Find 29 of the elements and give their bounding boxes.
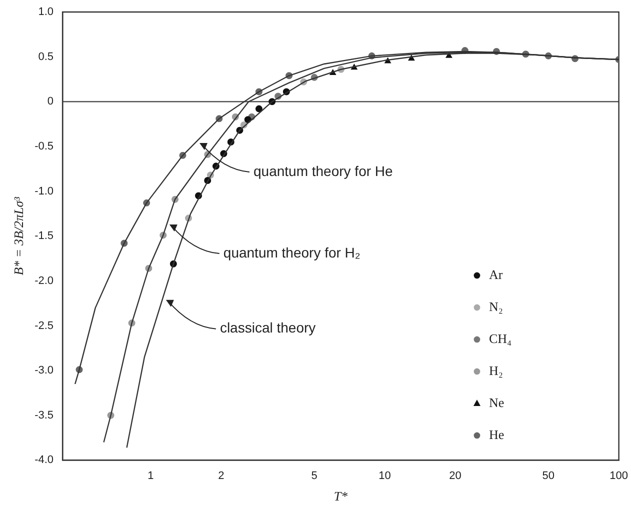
x-tick-label: 1 — [148, 470, 154, 482]
x-tick-label: 2 — [218, 470, 224, 482]
y-tick-label: 0.5 — [38, 50, 54, 63]
x-axis-title: T* — [334, 488, 348, 504]
y-tick-label: -1.5 — [34, 230, 54, 242]
legend-label: Ar — [488, 266, 504, 282]
y-tick-label: -2.0 — [34, 274, 54, 287]
legend-label: H₂ — [488, 362, 503, 378]
legend-label: He — [488, 426, 504, 442]
annotation: quantum theory for H₂ — [223, 244, 360, 260]
y-tick-label: -3.5 — [34, 409, 54, 422]
y-tick-label: -0.5 — [34, 140, 54, 152]
x-tick-label: 20 — [449, 470, 462, 482]
y-tick-label: 1.0 — [38, 6, 54, 18]
legend-label: N₂ — [488, 298, 503, 314]
y-tick-label: -2.5 — [34, 320, 54, 332]
y-tick-label: -4.0 — [34, 454, 54, 466]
x-tick-label: 10 — [378, 470, 391, 482]
annotation: quantum theory for He — [254, 162, 394, 179]
x-tick-label: 100 — [610, 470, 628, 482]
y-tick-label: -1.0 — [34, 185, 54, 198]
legend-label: CH₄ — [488, 330, 512, 346]
x-tick-label: 50 — [542, 470, 554, 482]
legend-label: Ne — [488, 394, 504, 410]
y-tick-label: -3.0 — [34, 364, 54, 377]
y-axis-title: B* = 3B/2πLσ³ — [11, 196, 26, 276]
x-tick-label: 5 — [311, 470, 318, 482]
y-tick-label: 0 — [47, 96, 54, 108]
annotation: classical theory — [220, 320, 316, 336]
